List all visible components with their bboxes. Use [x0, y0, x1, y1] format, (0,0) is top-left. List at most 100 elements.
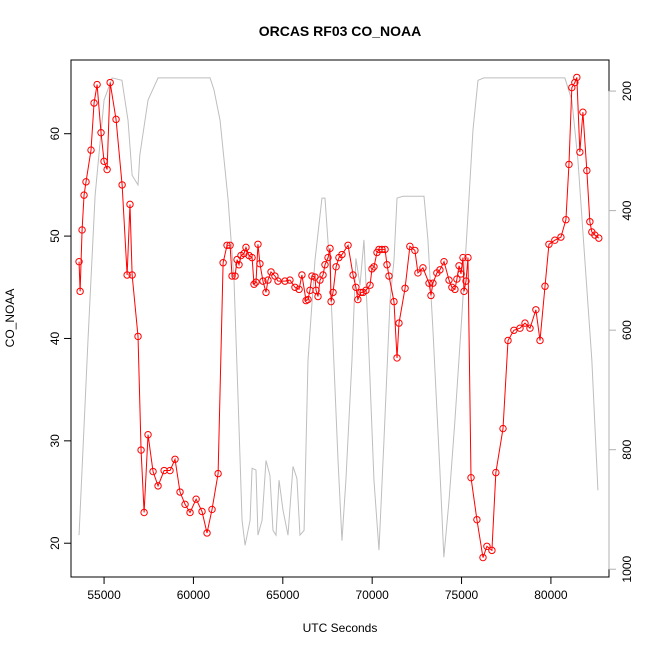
data-point: [455, 262, 463, 270]
x-axis-label: UTC Seconds: [303, 621, 378, 635]
y2-tick-label: 400: [620, 200, 634, 220]
data-point: [532, 306, 540, 314]
data-point: [460, 287, 468, 296]
data-point: [354, 295, 362, 304]
data-point: [97, 128, 105, 137]
data-point: [321, 261, 329, 269]
data-point: [329, 288, 337, 297]
data-point: [457, 270, 465, 278]
data-point: [235, 261, 243, 269]
data-point: [378, 245, 386, 254]
data-point: [123, 271, 131, 279]
y-axis-label: CO_NOAA: [3, 289, 17, 348]
data-point: [281, 277, 289, 285]
data-point: [521, 319, 529, 327]
data-point: [332, 263, 340, 271]
data-point: [291, 283, 299, 291]
x-tick-label: 80000: [534, 588, 568, 602]
y-tick-label: 30: [48, 434, 62, 448]
data-point: [406, 242, 414, 251]
data-point: [319, 271, 327, 279]
data-point: [516, 324, 524, 332]
data-point: [368, 265, 376, 273]
data-point: [349, 271, 357, 279]
data-point: [385, 272, 393, 280]
y2-tick-label: 200: [620, 81, 634, 101]
data-point: [429, 279, 437, 287]
data-point: [242, 243, 250, 252]
data-point: [583, 166, 591, 175]
data-point: [171, 455, 179, 463]
data-point: [526, 324, 534, 332]
data-point: [149, 467, 157, 476]
data-point: [414, 269, 422, 277]
data-point: [192, 495, 200, 503]
data-point: [126, 200, 134, 209]
data-point: [186, 508, 194, 517]
data-point: [393, 354, 401, 362]
chart-title: ORCAS RF03 CO_NOAA: [259, 23, 422, 39]
data-point: [286, 276, 294, 284]
data-point: [252, 278, 260, 286]
data-point: [100, 157, 108, 166]
data-point: [144, 430, 152, 439]
data-point: [314, 292, 322, 301]
data-point: [259, 277, 267, 285]
data-point: [262, 288, 270, 297]
data-point: [390, 297, 398, 306]
data-point: [87, 146, 95, 154]
data-point: [140, 508, 148, 517]
data-point: [504, 336, 512, 345]
data-point: [562, 216, 570, 224]
data-point: [381, 245, 389, 254]
data-point: [565, 160, 573, 169]
data-point: [571, 78, 579, 87]
data-point: [214, 469, 222, 478]
data-point: [137, 446, 145, 454]
data-point: [103, 165, 111, 174]
y2-tick-label: 1000: [620, 556, 634, 583]
data-point: [338, 250, 346, 259]
data-point: [462, 277, 470, 285]
data-point: [492, 468, 500, 477]
data-point: [298, 271, 306, 279]
data-point: [411, 246, 419, 255]
data-point: [166, 466, 174, 475]
data-point: [464, 253, 472, 262]
data-point: [256, 260, 264, 268]
data-point: [93, 80, 101, 89]
data-point: [344, 241, 352, 250]
data-point: [233, 255, 241, 264]
data-point: [80, 191, 88, 199]
data-point: [248, 253, 256, 262]
data-point: [223, 241, 231, 250]
data-point: [366, 281, 374, 289]
data-point: [440, 257, 448, 266]
x-tick-label: 55000: [87, 588, 121, 602]
data-point: [401, 284, 409, 292]
y-tick-label: 40: [48, 331, 62, 345]
data-point: [541, 282, 549, 290]
data-point: [425, 279, 433, 287]
data-point: [295, 285, 303, 294]
data-point: [436, 266, 444, 274]
data-point: [118, 181, 126, 189]
data-point: [264, 276, 272, 284]
data-point: [176, 488, 184, 496]
data-point: [536, 336, 544, 345]
data-point: [473, 515, 481, 524]
data-point: [586, 218, 594, 226]
data-point: [274, 277, 282, 285]
data-point: [112, 115, 120, 124]
data-point: [128, 271, 136, 279]
data-point: [219, 259, 227, 267]
data-point: [208, 505, 216, 514]
data-point: [154, 482, 162, 490]
data-point: [106, 78, 114, 87]
data-point: [78, 226, 86, 234]
data-point: [551, 236, 559, 244]
data-point: [451, 285, 459, 294]
y2-tick-label: 600: [620, 320, 634, 340]
data-point: [75, 257, 83, 266]
